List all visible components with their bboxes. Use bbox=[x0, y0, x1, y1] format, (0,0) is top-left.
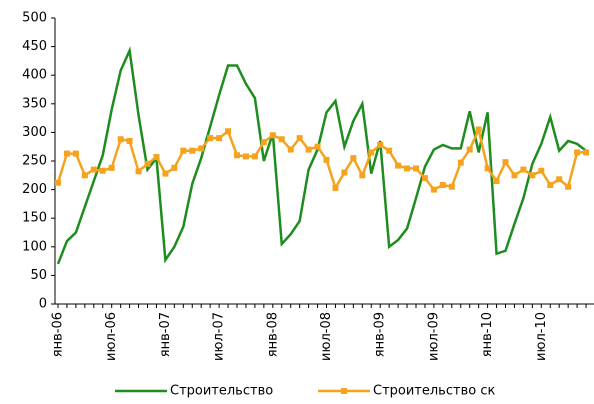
x-tick-label: янв-10 bbox=[480, 312, 495, 357]
marker bbox=[108, 164, 115, 171]
marker bbox=[502, 159, 509, 166]
y-tick-label: 100 bbox=[22, 239, 47, 254]
marker bbox=[242, 153, 249, 160]
marker bbox=[529, 172, 536, 179]
marker bbox=[55, 179, 61, 186]
marker bbox=[153, 153, 160, 160]
x-tick-label: июл-09 bbox=[426, 312, 441, 361]
marker bbox=[296, 135, 303, 142]
marker bbox=[341, 169, 348, 176]
marker bbox=[484, 165, 491, 172]
marker bbox=[81, 172, 88, 179]
marker bbox=[368, 149, 375, 156]
y-tick-label: 500 bbox=[22, 11, 47, 26]
marker bbox=[574, 149, 581, 156]
marker bbox=[547, 182, 554, 189]
x-tick-label: янв-06 bbox=[51, 312, 66, 357]
marker bbox=[135, 168, 142, 175]
marker bbox=[144, 160, 151, 167]
marker bbox=[448, 183, 455, 190]
marker bbox=[404, 165, 411, 172]
marker bbox=[225, 128, 232, 135]
y-tick-label: 300 bbox=[22, 125, 47, 140]
marker bbox=[216, 135, 223, 142]
marker bbox=[198, 145, 205, 152]
y-tick-label: 400 bbox=[22, 68, 47, 83]
marker bbox=[207, 135, 214, 142]
marker bbox=[162, 170, 169, 177]
marker bbox=[90, 166, 97, 173]
y-tick-label: 200 bbox=[22, 182, 47, 197]
marker bbox=[386, 147, 393, 154]
marker bbox=[430, 186, 437, 193]
marker bbox=[538, 167, 545, 174]
x-tick-label: июл-07 bbox=[212, 312, 227, 361]
marker bbox=[72, 150, 79, 157]
marker bbox=[269, 132, 276, 139]
marker bbox=[350, 155, 357, 162]
marker bbox=[287, 146, 294, 153]
x-tick-label: янв-09 bbox=[373, 312, 388, 357]
marker bbox=[180, 147, 187, 154]
legend-label: Строительство bbox=[170, 384, 273, 399]
y-tick-label: 50 bbox=[30, 268, 47, 283]
marker bbox=[189, 147, 196, 154]
marker bbox=[583, 149, 590, 156]
marker bbox=[466, 146, 473, 153]
marker bbox=[395, 162, 402, 169]
marker bbox=[314, 143, 321, 150]
x-tick-label: июл-10 bbox=[534, 312, 549, 361]
marker bbox=[556, 176, 563, 183]
x-tick-label: июл-08 bbox=[319, 312, 334, 361]
marker bbox=[565, 183, 572, 190]
marker bbox=[63, 150, 70, 157]
marker bbox=[413, 165, 419, 172]
series-line bbox=[56, 46, 587, 265]
x-tick-label: янв-07 bbox=[158, 312, 173, 357]
marker bbox=[475, 126, 482, 133]
marker bbox=[359, 172, 366, 179]
marker bbox=[260, 139, 267, 146]
marker bbox=[493, 178, 500, 185]
legend-label: Строительство ск bbox=[373, 384, 495, 399]
marker bbox=[332, 184, 339, 191]
marker bbox=[439, 182, 446, 189]
marker bbox=[457, 159, 464, 166]
y-tick-label: 450 bbox=[22, 39, 47, 54]
x-tick-label: июл-06 bbox=[104, 312, 119, 361]
marker bbox=[421, 175, 428, 182]
y-tick-label: 350 bbox=[22, 96, 47, 111]
marker bbox=[171, 164, 178, 171]
legend-marker bbox=[341, 388, 347, 394]
marker bbox=[234, 152, 240, 159]
marker bbox=[251, 153, 258, 160]
x-tick-label: янв-08 bbox=[265, 312, 280, 357]
marker bbox=[520, 166, 527, 173]
marker bbox=[117, 136, 124, 143]
marker bbox=[278, 136, 285, 143]
marker bbox=[511, 172, 518, 179]
y-tick-label: 0 bbox=[39, 297, 47, 312]
y-tick-label: 150 bbox=[22, 211, 47, 226]
y-tick-label: 250 bbox=[22, 154, 47, 169]
marker bbox=[126, 137, 133, 144]
marker bbox=[99, 167, 106, 174]
marker bbox=[305, 146, 312, 153]
marker bbox=[377, 141, 384, 148]
marker bbox=[323, 156, 330, 163]
